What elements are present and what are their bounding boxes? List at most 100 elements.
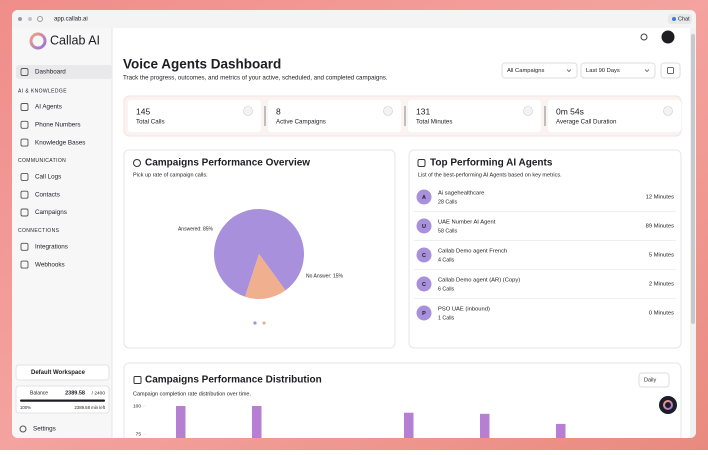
nav-item[interactable]: Dashboard: [35, 69, 66, 76]
stat-value: 8: [276, 106, 281, 116]
settings-icon: [19, 425, 27, 433]
calendar-icon: [667, 67, 674, 74]
card-subtitle: List of the best-performing AI Agents ba…: [418, 172, 562, 178]
pager-dot[interactable]: [253, 321, 257, 325]
nav-section: AI & KNOWLEDGE: [18, 88, 67, 94]
balance-progress: [20, 399, 105, 402]
agent-initial: A: [422, 195, 426, 201]
nav-icon: [20, 103, 29, 111]
filter-select[interactable]: [501, 62, 578, 79]
agent-calls: 58 Calls: [438, 228, 457, 234]
pie-slice: [214, 209, 304, 297]
agent-avatar: [416, 189, 432, 205]
bar: [252, 406, 262, 438]
stat-value: 131: [416, 106, 430, 116]
nav-item[interactable]: Contacts: [35, 191, 60, 198]
nav-section: COMMUNICATION: [18, 158, 66, 164]
stat-label: Total Calls: [136, 119, 165, 126]
agent-minutes: 12 Minutes: [646, 195, 674, 201]
settings[interactable]: Settings: [33, 426, 56, 433]
page-title: Voice Agents Dashboard: [123, 57, 281, 72]
stat-card: [548, 100, 681, 132]
nav-active: [16, 65, 112, 79]
window: app.callab.ai Chat Callab AI Dashboard AI & …: [12, 10, 696, 438]
chevron: [566, 69, 572, 73]
card-icon: [133, 159, 141, 167]
nav-item[interactable]: Phone Numbers: [35, 121, 81, 128]
nav-item[interactable]: Webhooks: [35, 261, 65, 268]
avatar[interactable]: [661, 30, 675, 44]
filter-select[interactable]: [580, 62, 656, 79]
bar: [404, 412, 414, 438]
agent-initial: P: [422, 311, 426, 317]
agent-minutes: 0 Minutes: [649, 311, 674, 317]
agent-name[interactable]: PSO UAE (inbound): [438, 307, 490, 313]
stat-card: [408, 100, 541, 132]
nav-forward[interactable]: [28, 17, 32, 21]
agent-avatar: [416, 247, 432, 263]
chat-icon: [672, 17, 676, 21]
card-subtitle: Pick up rate of campaign calls.: [133, 172, 208, 178]
nav-item[interactable]: Integrations: [35, 243, 68, 250]
nav-icon: [20, 172, 29, 181]
stat-label: Active Campaigns: [276, 119, 326, 126]
chat-tab-label: Chat: [678, 16, 690, 22]
agent-name[interactable]: Callab Demo agent French: [438, 249, 507, 255]
filter-label[interactable]: All Campaigns: [507, 68, 544, 74]
agent-initial: C: [422, 282, 426, 288]
workspace-select[interactable]: [15, 364, 110, 381]
card-title: Campaigns Performance Overview: [145, 158, 310, 169]
stat-value: 0m 54s: [556, 106, 584, 116]
bar: [556, 423, 566, 438]
nav-icon: [20, 242, 29, 251]
nav-item[interactable]: Call Logs: [35, 174, 61, 181]
agent-avatar: [416, 276, 432, 292]
nav-item[interactable]: Campaigns: [35, 209, 67, 216]
help-icon[interactable]: [640, 33, 648, 41]
card-icon: [133, 376, 142, 384]
pager-dot[interactable]: [262, 321, 266, 325]
stat-icon: [383, 106, 393, 116]
nav-icon: [20, 260, 29, 269]
page-subtitle: Track the progress, outcomes, and metric…: [123, 75, 388, 82]
balance-total: / 2400: [92, 390, 106, 396]
agent-name[interactable]: Callab Demo agent (AR) (Copy): [438, 278, 520, 284]
period-select[interactable]: [638, 372, 670, 388]
card: [123, 362, 682, 438]
calendar-button[interactable]: [660, 62, 681, 79]
pie-label: Answered: 85%: [178, 226, 214, 232]
agent-name[interactable]: Ai sagehealthcare: [438, 191, 484, 197]
workspace[interactable]: Default Workspace: [31, 370, 86, 376]
pie-label: No Answer: 15%: [306, 273, 344, 279]
chat-button[interactable]: [659, 396, 677, 414]
stat-icon: [663, 106, 673, 116]
nav-item[interactable]: Knowledge Bases: [35, 139, 85, 146]
nav-back[interactable]: [18, 17, 22, 21]
balance-label: Balance: [30, 390, 48, 396]
balance-left: 2389.58 min left: [74, 405, 105, 410]
stat-card: [128, 100, 261, 132]
agent-calls: 4 Calls: [438, 257, 455, 263]
pie-slice: [245, 254, 286, 299]
bar: [176, 406, 186, 438]
card-title: Campaigns Performance Distribution: [145, 375, 322, 386]
nav-icon: [20, 138, 29, 147]
agent-avatar: [416, 218, 432, 234]
agent-calls: 28 Calls: [438, 199, 457, 205]
nav-item[interactable]: AI Agents: [35, 104, 62, 111]
reload[interactable]: [37, 16, 43, 22]
logo-mark: [29, 32, 47, 50]
agent-minutes: 5 Minutes: [649, 253, 674, 259]
agent-initial: U: [422, 224, 426, 230]
y-tick-label: 100: [133, 403, 141, 409]
chat-tab[interactable]: [668, 14, 692, 24]
nav-icon: [20, 208, 29, 217]
period-label[interactable]: Daily: [644, 377, 656, 383]
bar: [480, 413, 490, 438]
agent-name[interactable]: UAE Number AI Agent: [438, 220, 496, 226]
nav-icon: [20, 190, 29, 199]
stat-label: Total Minutes: [416, 119, 452, 126]
filter-label[interactable]: Last 90 Days: [586, 68, 620, 74]
